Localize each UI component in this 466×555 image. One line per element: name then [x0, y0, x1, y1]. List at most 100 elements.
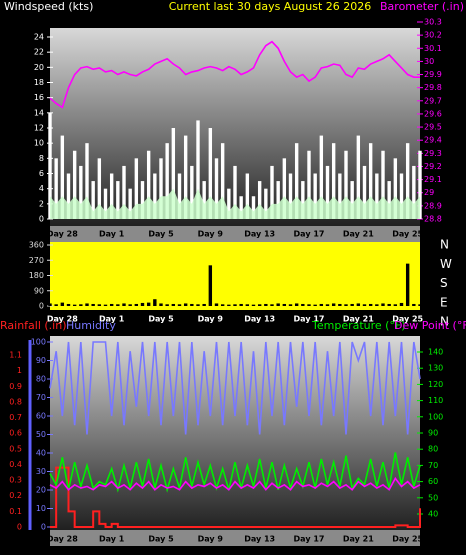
- bar: [375, 304, 379, 306]
- bar: [72, 150, 77, 219]
- legend-entry: Rainfall (.in): [0, 319, 67, 332]
- y2-tick-label: 0: [41, 523, 46, 532]
- y2-tick-label: 30.3: [424, 18, 442, 27]
- bar: [331, 303, 336, 306]
- x-tick-label: Day 1: [99, 315, 125, 324]
- bar: [97, 304, 102, 306]
- y2-tick-label: 29.5: [424, 123, 442, 132]
- bar: [362, 165, 367, 219]
- y2-tick-label: 28.8: [424, 215, 442, 224]
- bar: [177, 173, 182, 219]
- x-tick-label: Day 13: [244, 535, 275, 544]
- bar: [171, 128, 176, 219]
- bar: [60, 302, 65, 306]
- bar: [294, 143, 299, 219]
- y-tick-label: 0: [39, 215, 44, 224]
- y-tick-label: 0.8: [9, 397, 22, 406]
- bar: [54, 304, 58, 306]
- bar: [245, 304, 250, 306]
- x-tick-label: Day 1: [99, 230, 125, 239]
- x-tick-label: Day 25: [392, 230, 423, 239]
- bar: [399, 173, 404, 219]
- chart-title: Current last 30 days August 26 2026: [169, 0, 372, 13]
- y2-tick-label: 29.4: [424, 136, 442, 145]
- y-tick-label: 8: [39, 154, 44, 163]
- bar: [319, 303, 324, 306]
- plot-background: [50, 242, 420, 310]
- bar: [85, 303, 89, 306]
- bar: [79, 304, 83, 306]
- y2-tick-label: 60: [36, 412, 46, 421]
- legend-entry: Dew Point (°F): [394, 319, 466, 332]
- bar: [344, 304, 348, 306]
- x-tick-label: Day 5: [148, 315, 174, 324]
- bar: [190, 165, 194, 219]
- y-tick-label: 270: [29, 256, 44, 265]
- bar: [220, 304, 225, 306]
- bar: [202, 181, 206, 219]
- bar: [116, 304, 120, 306]
- bar: [97, 158, 102, 219]
- x-tick-label: Day 5: [148, 230, 174, 239]
- legend-entry: Temperature (°F): [311, 319, 406, 332]
- x-tick-label: Day 21: [343, 535, 374, 544]
- y2-tick-label: 100: [31, 338, 46, 347]
- baro-axis-title: Barometer (.in): [380, 0, 464, 13]
- y-tick-label: 4: [39, 184, 44, 193]
- y2-tick-label: 80: [36, 375, 46, 384]
- bar: [140, 181, 145, 219]
- bar: [294, 303, 299, 306]
- x-tick-label: Day 28: [47, 230, 78, 239]
- y-tick-label: 360: [29, 241, 44, 250]
- bar: [153, 299, 157, 306]
- y2-tick-label: W: [440, 257, 452, 271]
- bar: [122, 165, 126, 219]
- y2-tick-label: 30.2: [424, 31, 442, 40]
- y2-tick-label: 50: [36, 430, 46, 439]
- bar: [177, 304, 182, 306]
- bar: [183, 303, 188, 306]
- x-tick-label: Day 25: [392, 535, 423, 544]
- y3-tick-label: 100: [428, 412, 443, 421]
- x-tick-label: Day 17: [294, 535, 325, 544]
- bar: [393, 158, 398, 219]
- bar: [301, 303, 305, 306]
- y2-tick-label: 29: [424, 188, 434, 197]
- bar: [66, 303, 71, 306]
- y2-tick-label: 40: [36, 449, 46, 458]
- y-tick-label: 14: [34, 108, 44, 117]
- x-tick-label: Day 9: [198, 230, 224, 239]
- y3-tick-label: 50: [428, 493, 438, 502]
- line: [50, 466, 421, 528]
- bar: [214, 158, 219, 219]
- bar: [202, 303, 206, 306]
- bar: [122, 303, 126, 306]
- label-strip: [50, 530, 420, 546]
- bar: [196, 304, 200, 306]
- bar: [220, 143, 225, 219]
- bar: [270, 304, 274, 306]
- bar: [72, 304, 77, 306]
- bar: [325, 304, 330, 306]
- bar: [208, 128, 213, 219]
- line: [49, 341, 421, 435]
- y2-tick-label: 29.8: [424, 83, 442, 92]
- y2-tick-label: 20: [36, 486, 46, 495]
- legend-entry: Humidity: [66, 319, 116, 332]
- bar: [103, 304, 108, 306]
- bar: [134, 158, 139, 219]
- bar: [227, 188, 231, 219]
- bar: [54, 158, 58, 219]
- bar: [313, 173, 317, 219]
- bar: [264, 303, 268, 306]
- bar: [159, 158, 163, 219]
- bar: [233, 165, 237, 219]
- bar: [282, 158, 287, 219]
- y-tick-label: 0: [39, 302, 44, 311]
- bar: [233, 304, 237, 306]
- y2-tick-label: 29.6: [424, 109, 442, 118]
- y-tick-label: 22: [34, 48, 44, 57]
- x-tick-label: Day 17: [294, 315, 325, 324]
- plot-background: [50, 336, 420, 530]
